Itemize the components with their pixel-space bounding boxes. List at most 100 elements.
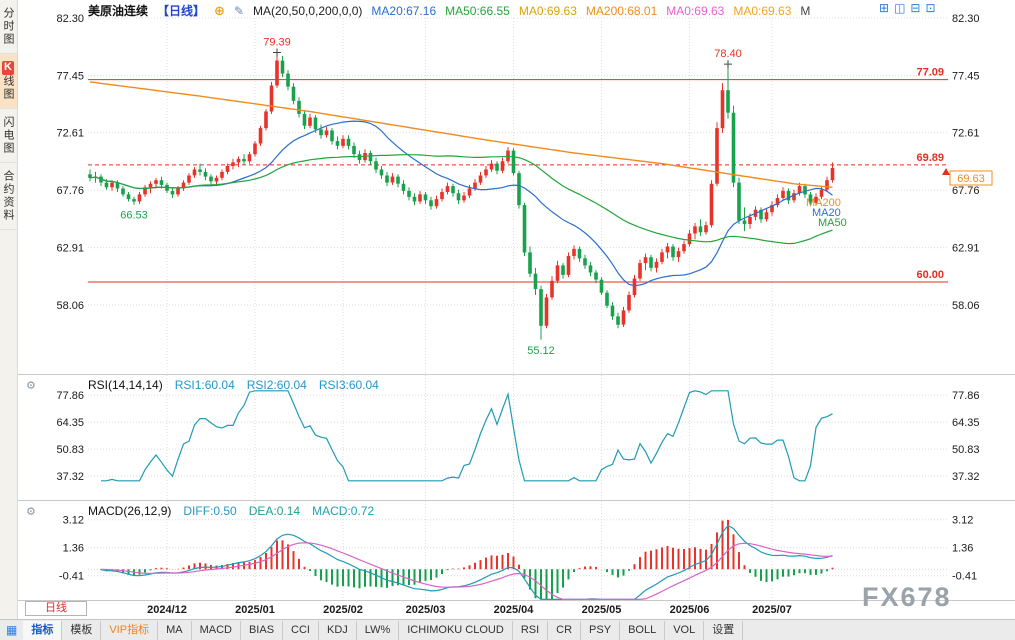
sidebar-item-time-chart[interactable]: 分时图: [0, 0, 17, 54]
annotations: 66.53 79.39 55.12 78.40: [120, 36, 742, 356]
ma-value-5: MA0:69.63: [733, 3, 792, 18]
svg-text:MA200: MA200: [806, 197, 841, 209]
toolbar-tab-0[interactable]: 指标: [23, 620, 63, 640]
toolbar-tab-3[interactable]: MA: [158, 620, 192, 640]
svg-text:-0.41: -0.41: [952, 571, 977, 583]
ma-value-6: M: [800, 3, 811, 18]
macd-plot: 3.12 3.12 1.36 1.36 -0.41 -0.41: [59, 515, 977, 601]
toolbar-tab-10[interactable]: RSI: [513, 620, 549, 640]
svg-text:1.36: 1.36: [63, 543, 84, 555]
toolbar-tab-8[interactable]: LW%: [357, 620, 400, 640]
svg-text:77.09: 77.09: [916, 67, 944, 79]
indicator-toolbar: ▦ 指标 模板 VIP指标 MA MACD BIAS CCI KDJ LW% ICHIMOKU C…: [0, 619, 1015, 640]
kline-label: 线图: [2, 75, 14, 101]
toolbar-tab-7[interactable]: KDJ: [319, 620, 357, 640]
toolbar-tab-6[interactable]: CCI: [283, 620, 319, 640]
svg-text:67.76: 67.76: [56, 185, 84, 197]
rsi-value-0: RSI1:60.04: [174, 378, 235, 392]
sidebar-item-kline-chart[interactable]: K线图: [0, 54, 17, 109]
svg-text:78.40: 78.40: [714, 48, 742, 60]
svg-text:MA20: MA20: [812, 207, 841, 219]
svg-text:2025/06: 2025/06: [670, 604, 710, 616]
svg-text:50.83: 50.83: [952, 444, 980, 456]
svg-text:77.86: 77.86: [952, 390, 980, 402]
macd-title: MACD(26,12,9): [88, 504, 172, 518]
macd-settings-gear-icon[interactable]: ⚙: [26, 506, 36, 518]
svg-text:2025/02: 2025/02: [323, 604, 363, 616]
toolbar-tab-1[interactable]: 模板: [62, 620, 102, 640]
svg-text:66.53: 66.53: [120, 210, 148, 222]
sidebar-item-lightning-chart[interactable]: 闪电图: [0, 109, 17, 163]
toolbar-tab-2[interactable]: VIP指标: [101, 620, 159, 640]
svg-text:69.63: 69.63: [957, 173, 985, 185]
sidebar-item-contract-info[interactable]: 合约资料: [0, 163, 17, 230]
svg-text:58.06: 58.06: [952, 300, 980, 312]
grid-lines: 2024/12 2025/01 2025/02 2025/03 2025/04 2025/…: [18, 13, 1015, 616]
toolbar-tab-4[interactable]: MACD: [192, 620, 241, 640]
svg-text:69.89: 69.89: [916, 152, 944, 164]
rsi-value-1: RSI2:60.04: [246, 378, 307, 392]
svg-text:1.36: 1.36: [952, 543, 973, 555]
toolbar-grid-icon[interactable]: ▦: [6, 623, 18, 637]
svg-text:62.91: 62.91: [952, 243, 980, 255]
svg-text:2025/04: 2025/04: [494, 604, 535, 616]
toolbar-tab-9[interactable]: ICHIMOKU CLOUD: [399, 620, 513, 640]
svg-text:62.91: 62.91: [56, 243, 84, 255]
svg-text:72.61: 72.61: [56, 128, 84, 140]
period-tag: 【日线】: [157, 4, 206, 18]
left-tab-strip: 分时图 K线图 闪电图 合约资料: [0, 0, 18, 619]
svg-text:3.12: 3.12: [952, 515, 973, 527]
toolbar-tab-15[interactable]: 设置: [704, 620, 744, 640]
ma-value-0: MA20:67.16: [371, 3, 437, 18]
add-indicator-icon[interactable]: ⊕: [214, 2, 225, 18]
svg-text:77.86: 77.86: [56, 390, 84, 402]
svg-text:2025/07: 2025/07: [752, 604, 792, 616]
macd-value-0: DIFF:0.50: [183, 504, 237, 518]
window-layout-icons: ⊞ ◫ ⊟ ⊡: [879, 1, 936, 15]
svg-text:82.30: 82.30: [952, 13, 980, 25]
rsi-settings-gear-icon[interactable]: ⚙: [26, 380, 36, 392]
chart-header: 美原油连续 【日线】 ⊕ ✎ MA(20,50,0,200,0,0) MA20:6…: [88, 2, 810, 19]
ma-value-2: MA0:69.63: [518, 3, 577, 18]
ma-values: MA20:67.16 MA50:66.55 MA0:69.63 MA200:68.01…: [371, 4, 810, 18]
svg-text:2025/05: 2025/05: [582, 604, 622, 616]
svg-text:-0.41: -0.41: [59, 571, 84, 583]
svg-text:79.39: 79.39: [263, 36, 291, 48]
rsi-values: RSI1:60.04 RSI2:60.04 RSI3:60.04: [175, 378, 379, 392]
edit-indicator-icon[interactable]: ✎: [233, 3, 244, 18]
toolbar-tab-5[interactable]: BIAS: [241, 620, 284, 640]
macd-value-2: MACD:0.72: [312, 504, 375, 518]
macd-value-1: DEA:0.14: [248, 504, 301, 518]
svg-text:77.45: 77.45: [56, 70, 84, 82]
toolbar-tab-12[interactable]: PSY: [581, 620, 621, 640]
svg-text:2025/03: 2025/03: [406, 604, 446, 616]
svg-text:55.12: 55.12: [527, 345, 555, 357]
svg-text:77.45: 77.45: [952, 70, 980, 82]
svg-text:72.61: 72.61: [952, 128, 980, 140]
rsi-title: RSI(14,14,14): [88, 378, 163, 392]
svg-text:37.32: 37.32: [56, 471, 84, 483]
toolbar-tab-11[interactable]: CR: [548, 620, 582, 640]
svg-text:64.35: 64.35: [952, 417, 980, 429]
ma-value-1: MA50:66.55: [445, 3, 510, 18]
svg-text:60.00: 60.00: [916, 269, 944, 281]
layout-split4-icon[interactable]: ⊡: [925, 1, 936, 15]
toolbar-tab-13[interactable]: BOLL: [620, 620, 666, 640]
ma-value-3: MA200:68.01: [585, 3, 658, 18]
layout-split2-icon[interactable]: ◫: [894, 1, 906, 15]
layout-split3-icon[interactable]: ⊟: [910, 1, 921, 15]
layout-single-icon[interactable]: ⊞: [879, 1, 890, 15]
rsi-plot: 77.86 77.86 64.35 64.35 50.83 50.83 37.32 37.32: [56, 390, 979, 483]
svg-text:2025/01: 2025/01: [235, 604, 275, 616]
candles: [88, 52, 835, 340]
kline-badge: K: [2, 61, 14, 75]
svg-text:58.06: 58.06: [56, 300, 84, 312]
timeframe-selector[interactable]: 日线: [25, 601, 87, 616]
svg-text:64.35: 64.35: [56, 417, 84, 429]
svg-text:37.32: 37.32: [952, 471, 980, 483]
rsi-value-2: RSI3:60.04: [318, 378, 379, 392]
toolbar-tab-14[interactable]: VOL: [665, 620, 705, 640]
